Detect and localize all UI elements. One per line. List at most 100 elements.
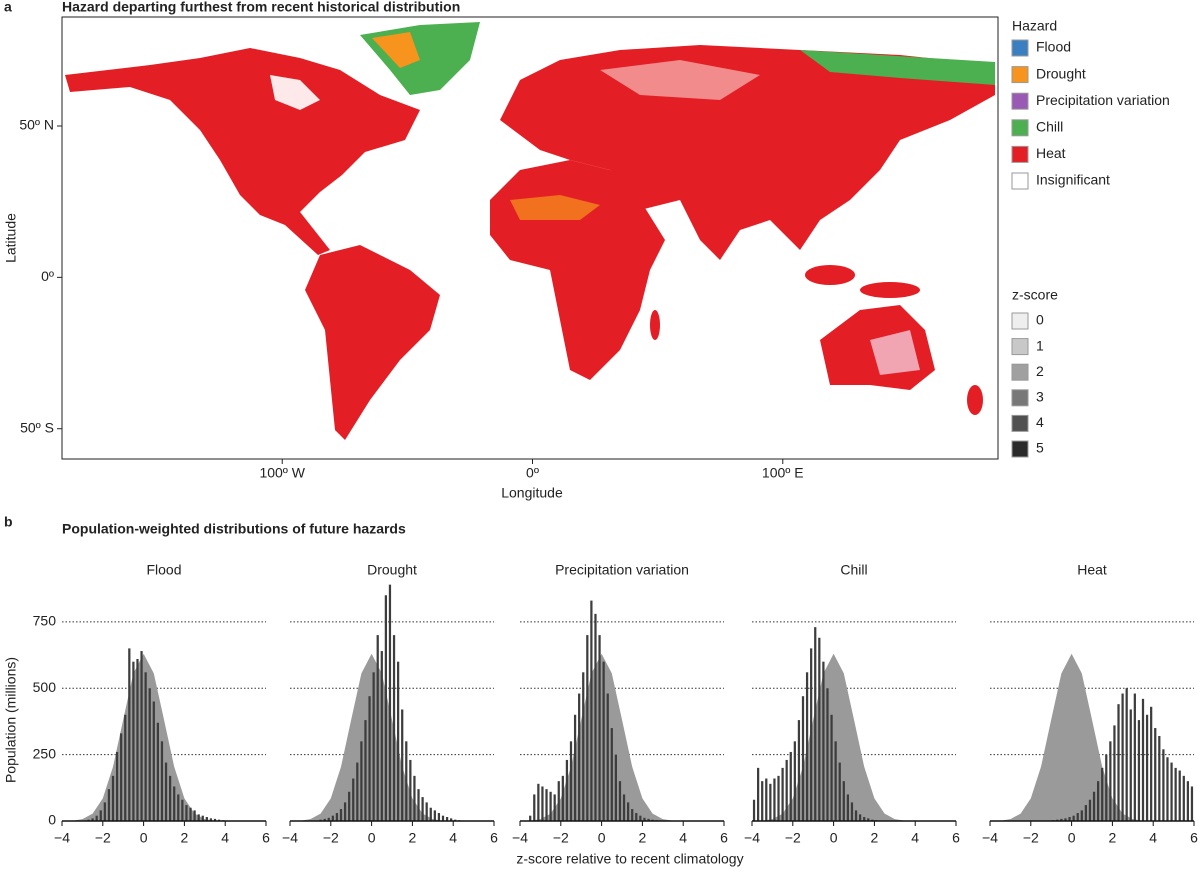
y-tick-label: 0 [48, 812, 56, 828]
bar [392, 635, 396, 821]
legend-swatch [1011, 414, 1029, 432]
bar [111, 775, 115, 821]
bar [614, 754, 618, 821]
bar [541, 786, 544, 821]
bar [805, 672, 809, 821]
sahel-drought [510, 195, 600, 220]
bar [193, 810, 196, 821]
bar [756, 767, 760, 821]
bar [380, 651, 383, 821]
bar [396, 661, 400, 821]
bar [810, 648, 813, 821]
x-tick-label: 6 [720, 830, 728, 846]
bar [773, 778, 776, 821]
bar [1117, 704, 1120, 821]
bar [858, 814, 862, 821]
chart-title: Flood [146, 562, 181, 578]
chart-title: Heat [1077, 562, 1107, 578]
bar [1133, 693, 1136, 821]
x-axis-label: z-score relative to recent climatology [516, 851, 743, 867]
legend-swatch [1011, 39, 1029, 57]
russia-low [600, 60, 760, 100]
chart-title: Drought [367, 562, 417, 578]
bar [168, 775, 172, 821]
x-tick-label: 0 [368, 830, 376, 846]
bar [213, 818, 217, 821]
bar [838, 762, 841, 821]
bar [1113, 725, 1116, 821]
bar [1141, 698, 1145, 821]
bar [331, 815, 334, 821]
legend-swatch [1011, 92, 1029, 110]
legend-swatch [1011, 440, 1029, 458]
bar [1105, 754, 1108, 821]
bar [445, 817, 449, 821]
eurasia [500, 45, 995, 260]
legend-swatch [1011, 363, 1029, 381]
bar [1158, 736, 1161, 821]
bar [647, 818, 650, 821]
reference-area [990, 653, 1194, 821]
bar [1162, 749, 1165, 821]
bar [801, 696, 805, 821]
madagascar [650, 310, 660, 340]
x-tick-label: 0 [598, 830, 606, 846]
bar [164, 762, 168, 821]
bar [1125, 688, 1128, 821]
bar [793, 741, 796, 821]
y-tick-label: 0º [41, 268, 54, 284]
islands [860, 282, 920, 298]
bar [1145, 714, 1149, 821]
bar [189, 807, 192, 821]
bar [590, 600, 593, 821]
bar [348, 791, 351, 821]
bar [421, 797, 424, 821]
x-tick-label: −4 [512, 830, 528, 846]
bar [610, 728, 613, 821]
bar [107, 789, 111, 821]
bar [1096, 781, 1100, 821]
hudson-bay [270, 75, 320, 110]
x-tick-label: −4 [744, 830, 760, 846]
bar [594, 613, 597, 821]
bar [789, 751, 792, 821]
bar [1076, 813, 1079, 821]
bar [557, 781, 560, 821]
bar [639, 815, 642, 821]
y-axis-label: Population (millions) [3, 657, 19, 783]
bar [417, 789, 420, 821]
bar [842, 781, 845, 821]
bar [132, 661, 135, 821]
x-tick-label: 6 [1190, 830, 1198, 846]
bar [128, 648, 131, 821]
bar [1064, 818, 1067, 821]
bar [761, 781, 764, 821]
legend-label: 0 [1036, 312, 1044, 328]
bar [441, 815, 445, 821]
x-tick-label: −2 [95, 830, 111, 846]
x-tick-label: 2 [1109, 830, 1117, 846]
islands [805, 265, 855, 285]
x-tick-label: −2 [785, 830, 801, 846]
bar [1092, 791, 1096, 821]
bar [582, 672, 585, 821]
bar [1072, 815, 1075, 821]
north-america [65, 48, 420, 255]
bar [360, 741, 363, 821]
legend-label: 5 [1036, 440, 1044, 456]
x-tick-label: 0 [140, 830, 148, 846]
bar [450, 818, 453, 821]
bar [103, 802, 106, 821]
bar [765, 778, 768, 821]
bar [343, 802, 347, 821]
bar [1088, 799, 1092, 821]
bar [1178, 770, 1181, 821]
x-tick-label: 6 [262, 830, 270, 846]
bar [384, 595, 388, 821]
bar [115, 751, 119, 821]
bar [537, 783, 540, 821]
bar [177, 794, 180, 821]
bar [356, 762, 359, 821]
bar [209, 818, 213, 821]
